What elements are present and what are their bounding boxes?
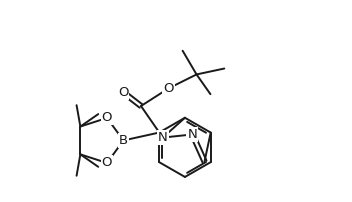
Text: N: N	[188, 128, 197, 141]
Text: N: N	[158, 131, 168, 144]
Text: O: O	[118, 86, 128, 99]
Text: O: O	[102, 157, 112, 169]
Text: O: O	[102, 112, 112, 124]
Text: O: O	[164, 82, 174, 95]
Text: B: B	[119, 134, 128, 147]
